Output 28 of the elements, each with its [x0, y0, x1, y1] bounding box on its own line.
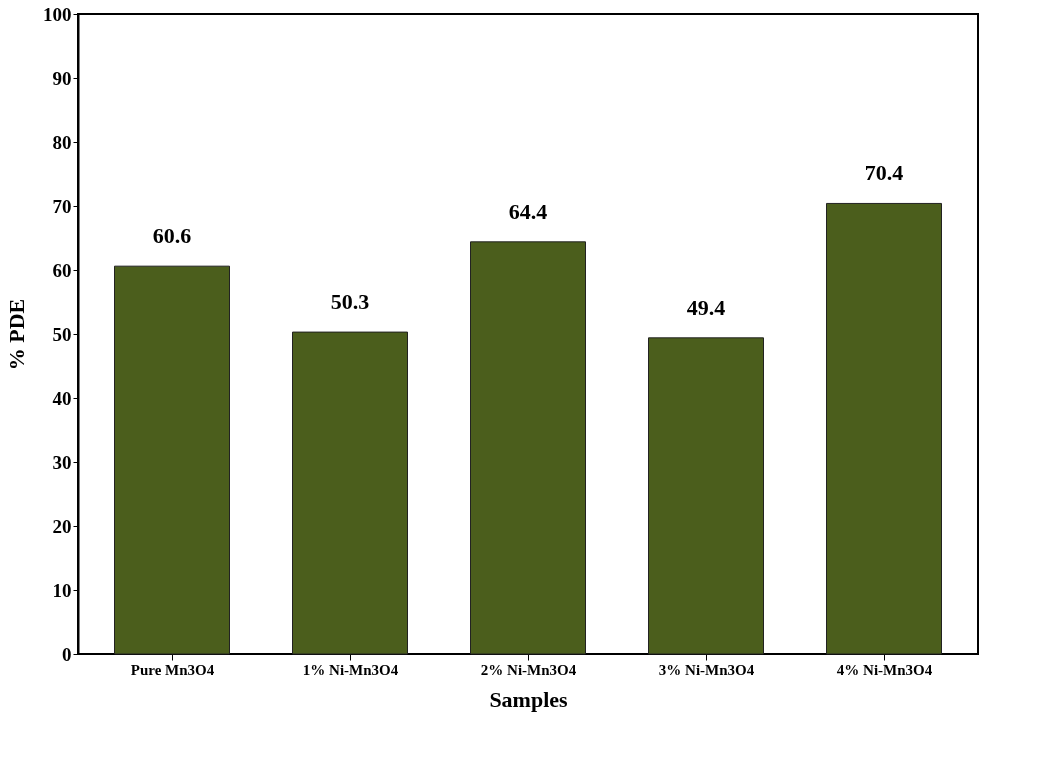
- x-tick-label: Pure Mn3O4: [130, 661, 215, 678]
- data-label: 64.4: [508, 198, 548, 224]
- y-tick-label: 80: [52, 131, 72, 153]
- y-axis-title: % PDE: [4, 298, 29, 371]
- data-label: 49.4: [686, 294, 726, 320]
- x-tick-label: 4% Ni-Mn3O4: [836, 661, 933, 678]
- y-tick-label: 20: [52, 515, 72, 537]
- y-tick-label: 90: [52, 67, 72, 89]
- data-label: 60.6: [152, 223, 192, 249]
- y-tick-label: 70: [52, 195, 72, 217]
- y-tick-label: 0: [62, 643, 72, 665]
- y-tick-label: 10: [52, 579, 72, 601]
- bar: [648, 337, 764, 655]
- y-tick-label: 40: [52, 387, 72, 409]
- bar: [826, 202, 942, 655]
- y-tick-label: 30: [52, 451, 72, 473]
- x-tick-label: 3% Ni-Mn3O4: [658, 661, 755, 678]
- bar: [470, 241, 586, 655]
- data-label: 70.4: [864, 160, 904, 186]
- x-axis-title: Samples: [489, 686, 569, 712]
- data-label: 50.3: [330, 289, 370, 315]
- bar: [292, 331, 408, 655]
- y-tick-label: 60: [52, 259, 72, 281]
- x-tick-label: 2% Ni-Mn3O4: [480, 661, 577, 678]
- y-tick-label: 100: [43, 3, 72, 25]
- x-tick-label: 1% Ni-Mn3O4: [302, 661, 399, 678]
- bar: [114, 265, 230, 655]
- y-tick-label: 50: [52, 323, 72, 345]
